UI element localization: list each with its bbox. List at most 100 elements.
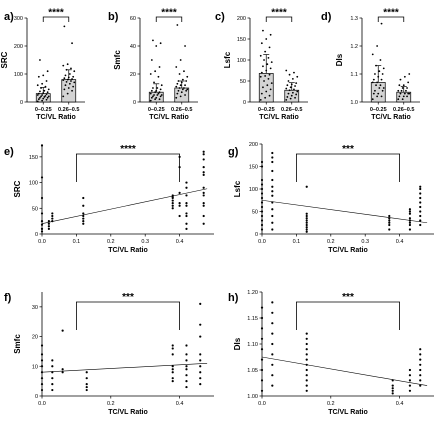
significance-label: **** <box>271 8 287 19</box>
data-point <box>259 54 262 57</box>
data-point <box>260 192 264 195</box>
panel-letter: g) <box>228 146 239 158</box>
data-point <box>293 88 295 91</box>
y-tick-label: 1.3 <box>350 16 358 22</box>
data-point <box>202 194 205 197</box>
data-point <box>66 63 69 66</box>
data-point <box>419 187 422 191</box>
data-point <box>382 87 385 89</box>
data-point <box>202 204 205 207</box>
data-point <box>269 33 272 36</box>
data-point <box>40 383 44 386</box>
data-point <box>265 69 268 72</box>
panel-e: e) SRC 0 50 100 150 0.0 0.1 0.2 0.3 0.4 **** TC/VL R… <box>4 144 214 254</box>
data-point <box>419 214 422 218</box>
data-point <box>371 98 374 101</box>
data-point <box>305 228 308 231</box>
data-point <box>408 374 412 377</box>
data-point <box>305 219 308 222</box>
y-axis-label: DIs <box>335 53 344 66</box>
data-point <box>305 223 308 227</box>
data-point <box>47 222 50 225</box>
data-point <box>408 92 411 95</box>
data-point <box>263 80 265 82</box>
data-point <box>40 227 44 230</box>
data-point <box>37 75 40 78</box>
data-point <box>185 186 188 189</box>
y-axis-label: SRC <box>13 180 22 197</box>
x-tick-label: 0.4 <box>396 239 404 245</box>
data-point <box>67 87 70 89</box>
x-tick-label: 0.3 <box>361 239 369 245</box>
data-point <box>180 81 183 84</box>
data-point <box>419 210 422 213</box>
data-point <box>305 389 308 392</box>
x-axis-label: TC/VL Ratio <box>149 114 189 121</box>
data-point <box>266 84 269 87</box>
data-point <box>66 78 69 81</box>
y-tick-label: 200 <box>14 44 23 50</box>
data-point <box>296 90 299 93</box>
data-point <box>408 368 412 372</box>
data-point <box>184 94 186 96</box>
data-point <box>45 98 48 101</box>
data-point <box>82 196 85 200</box>
data-point <box>185 202 188 205</box>
data-point <box>271 332 274 335</box>
data-point <box>294 96 296 99</box>
y-tick-label: 20 <box>130 72 136 78</box>
data-point <box>305 214 308 218</box>
data-point <box>263 59 265 61</box>
data-point <box>82 220 85 223</box>
data-point <box>62 79 65 82</box>
y-axis-label: Lsfc <box>223 51 232 68</box>
data-point <box>39 59 41 61</box>
data-point <box>67 76 70 79</box>
data-point <box>371 53 374 56</box>
data-point <box>260 337 264 340</box>
data-point <box>375 84 377 87</box>
data-point <box>51 383 54 386</box>
data-point <box>267 78 270 80</box>
data-point <box>271 228 274 231</box>
data-point <box>199 383 202 386</box>
data-point <box>305 221 308 224</box>
data-point <box>156 94 159 96</box>
data-point <box>259 75 262 78</box>
data-point <box>40 388 44 392</box>
data-point <box>291 91 294 94</box>
data-point <box>271 384 274 387</box>
data-point <box>183 70 185 73</box>
data-point <box>296 75 299 78</box>
data-point <box>260 228 264 231</box>
data-point <box>153 94 155 96</box>
category-label: 0–0.25 <box>258 107 275 113</box>
data-point <box>269 88 272 91</box>
y-tick-label: 200 <box>237 16 246 22</box>
bar <box>258 73 274 103</box>
data-point <box>73 81 76 84</box>
data-point <box>285 69 288 72</box>
x-tick-label: 0.4 <box>176 239 184 245</box>
significance-bracket <box>155 16 183 22</box>
data-point <box>305 337 308 340</box>
data-point <box>158 66 161 68</box>
data-point <box>305 212 308 215</box>
data-point <box>159 95 162 98</box>
data-point <box>388 223 391 227</box>
data-point <box>175 85 178 88</box>
data-point <box>271 178 274 182</box>
data-point <box>260 389 264 392</box>
data-point <box>82 212 85 215</box>
x-tick-label: 0.2 <box>107 239 115 245</box>
y-tick-label: 1.00 <box>247 394 258 400</box>
y-tick-label: 300 <box>14 16 23 22</box>
data-point <box>372 92 375 95</box>
data-point <box>176 92 179 95</box>
data-point <box>260 201 264 204</box>
data-point <box>185 80 188 82</box>
data-point <box>159 88 162 91</box>
data-point <box>37 92 40 95</box>
data-point <box>171 371 174 374</box>
panel-letter: f) <box>4 292 12 304</box>
